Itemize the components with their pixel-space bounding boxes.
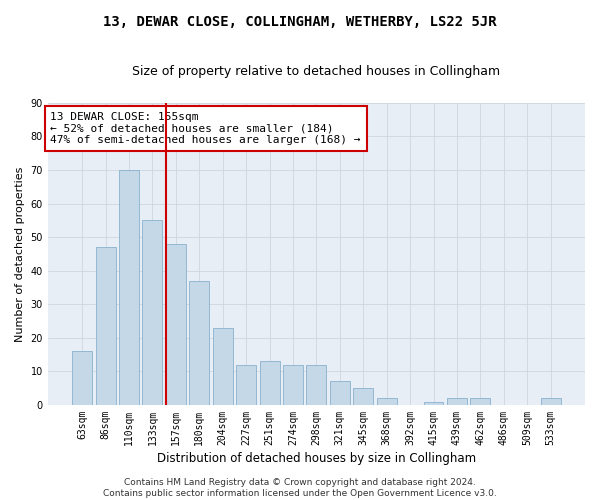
Bar bbox=[190, 280, 209, 405]
Bar bbox=[307, 364, 326, 405]
Text: Contains HM Land Registry data © Crown copyright and database right 2024.
Contai: Contains HM Land Registry data © Crown c… bbox=[103, 478, 497, 498]
Bar bbox=[447, 398, 467, 405]
Bar bbox=[166, 244, 186, 405]
Bar bbox=[424, 402, 443, 405]
Bar bbox=[119, 170, 139, 405]
Bar bbox=[236, 364, 256, 405]
Bar bbox=[330, 382, 350, 405]
Title: Size of property relative to detached houses in Collingham: Size of property relative to detached ho… bbox=[133, 65, 500, 78]
Text: 13, DEWAR CLOSE, COLLINGHAM, WETHERBY, LS22 5JR: 13, DEWAR CLOSE, COLLINGHAM, WETHERBY, L… bbox=[103, 15, 497, 29]
Bar bbox=[72, 351, 92, 405]
Bar bbox=[142, 220, 163, 405]
X-axis label: Distribution of detached houses by size in Collingham: Distribution of detached houses by size … bbox=[157, 452, 476, 465]
Text: 13 DEWAR CLOSE: 155sqm
← 52% of detached houses are smaller (184)
47% of semi-de: 13 DEWAR CLOSE: 155sqm ← 52% of detached… bbox=[50, 112, 361, 145]
Bar bbox=[470, 398, 490, 405]
Bar bbox=[260, 362, 280, 405]
Bar bbox=[283, 364, 303, 405]
Bar bbox=[377, 398, 397, 405]
Bar bbox=[353, 388, 373, 405]
Bar bbox=[95, 247, 116, 405]
Bar bbox=[213, 328, 233, 405]
Bar bbox=[541, 398, 560, 405]
Y-axis label: Number of detached properties: Number of detached properties bbox=[15, 166, 25, 342]
